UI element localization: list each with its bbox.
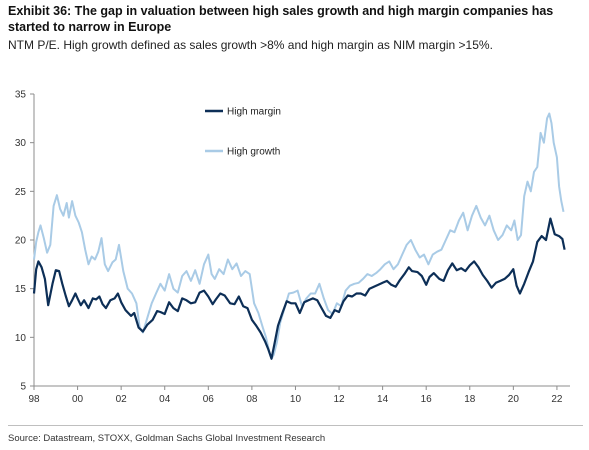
y-tick-label: 15 [15,284,27,295]
source-divider [8,425,583,426]
y-tick-label: 35 [15,90,27,101]
chart-title: Exhibit 36: The gap in valuation between… [8,4,554,34]
series-line-high-growth [33,112,565,360]
x-tick-label: 20 [508,394,520,405]
y-tick-label: 10 [15,333,27,344]
source-note: Source: Datastream, STOXX, Goldman Sachs… [8,433,326,444]
x-tick-label: 16 [421,394,433,405]
x-tick-label: 08 [246,394,258,405]
chart-subtitle: NTM P/E. High growth defined as sales gr… [8,38,493,52]
x-tick-label: 14 [377,394,389,405]
x-tick-label: 18 [464,394,476,405]
y-tick-label: 20 [15,236,27,247]
x-tick-label: 04 [159,394,171,405]
x-tick-label: 00 [72,394,84,405]
x-tick-label: 10 [290,394,302,405]
x-tick-label: 22 [551,394,563,405]
legend-label-high-growth: High growth [227,147,280,158]
series-line-high-margin [32,217,566,360]
x-axis: 98 00 02 04 06 08 10 12 14 16 18 20 22 [28,385,570,405]
x-tick-label: 06 [203,394,215,405]
legend: High margin High growth [205,107,281,158]
legend-label-high-margin: High margin [227,107,281,118]
x-tick-label: 02 [116,394,128,405]
x-tick-label: 12 [333,394,345,405]
line-chart: 5 10 15 20 25 30 35 98 00 02 04 06 08 10 12 14 16 18 20 22… [15,90,570,405]
y-tick-label: 5 [20,382,26,393]
y-tick-label: 30 [15,138,27,149]
series-layer [32,112,566,360]
y-tick-label: 25 [15,187,27,198]
y-axis: 5 10 15 20 25 30 35 [15,90,35,393]
x-tick-label: 98 [28,394,40,405]
